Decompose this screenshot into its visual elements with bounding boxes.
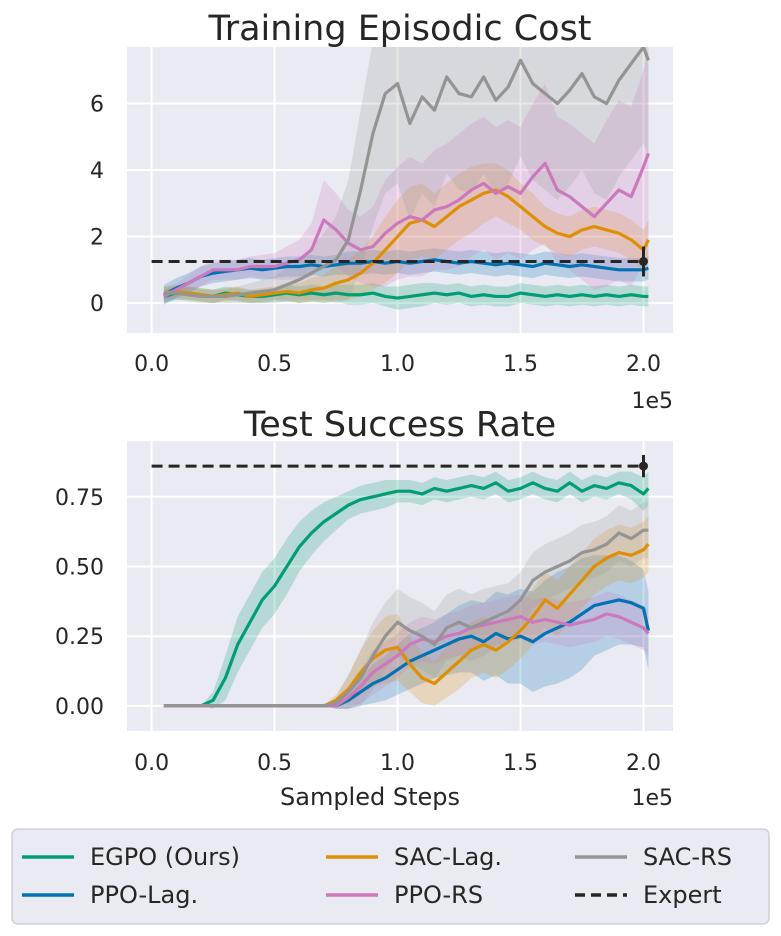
y-tick-label: 0.00 (55, 695, 104, 720)
x-tick-label: 0.5 (257, 352, 292, 377)
legend-label: PPO-RS (394, 881, 483, 909)
series-band-ppo-rs (163, 47, 649, 304)
legend-label: SAC-RS (643, 843, 732, 871)
x-tick-label: 0.0 (134, 352, 169, 377)
series-line-egpo-ours (163, 481, 650, 708)
x-offset-label: 1e5 (631, 786, 673, 811)
series-band-ppo-lag (163, 555, 649, 709)
series-line-sac-rs (163, 47, 650, 299)
expert-endpoint (638, 461, 648, 471)
chart-panel-2: 0.0 0.5 1.0 1.5 2.0 0.00 0.25 0.50 0.75 Test Succ… (55, 405, 673, 811)
y-tick-label: 0 (90, 292, 104, 317)
chart-panel-1: 0.0 0.5 1.0 1.5 2.0 0 2 4 6 Training Episodic Cos… (90, 9, 673, 414)
series-band-sac-lag (163, 516, 649, 706)
y-tick-label: 0.50 (55, 555, 104, 580)
x-offset-label: 1e5 (631, 389, 673, 414)
y-tick-label: 2 (90, 226, 104, 251)
x-axis-label: Sampled Steps (280, 783, 460, 811)
series-band-sac-rs (163, 502, 649, 709)
legend-label: SAC-Lag. (394, 843, 502, 871)
x-tick-label: 2.0 (626, 751, 661, 776)
series-line-sac-rs (163, 528, 649, 708)
x-tick-label: 1.0 (380, 751, 415, 776)
y-tick-label: 0.75 (55, 486, 104, 511)
plot-area (151, 454, 650, 709)
y-tick-label: 4 (90, 159, 104, 184)
chart-title: Test Success Rate (243, 405, 556, 445)
x-tick-label: 0.0 (134, 751, 169, 776)
x-tick-label: 0.5 (257, 751, 292, 776)
legend-label: Expert (643, 881, 722, 909)
series-line-sac-lag (163, 188, 650, 299)
chart-title: Training Episodic Cost (207, 9, 591, 49)
legend-label: EGPO (Ours) (90, 843, 240, 871)
plot-area (151, 47, 650, 310)
series-band-egpo-ours (163, 471, 649, 709)
legend-box (11, 828, 770, 925)
x-tick-label: 1.5 (503, 751, 538, 776)
x-tick-label: 1.0 (380, 352, 415, 377)
series-band-sac-rs (163, 47, 649, 304)
y-tick-label: 0.25 (55, 625, 104, 650)
legend-label: PPO-Lag. (90, 881, 198, 909)
expert-endpoint (638, 257, 648, 266)
x-tick-label: 1.5 (503, 352, 538, 377)
series-line-ppo-rs (163, 152, 650, 298)
series-band-sac-lag (163, 163, 649, 304)
y-tick-label: 6 (90, 93, 104, 118)
x-tick-label: 2.0 (626, 352, 661, 377)
legend: EGPO (Ours) SAC-Lag. SAC-RS PPO-Lag. PPO-RS E… (11, 828, 770, 925)
